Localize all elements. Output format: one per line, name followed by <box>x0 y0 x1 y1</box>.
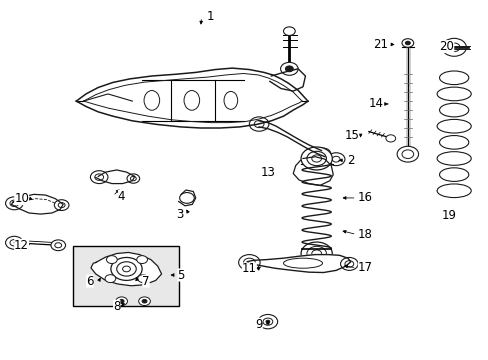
Circle shape <box>55 243 61 248</box>
Text: 6: 6 <box>86 275 94 288</box>
Circle shape <box>441 39 466 56</box>
Circle shape <box>119 300 124 303</box>
Text: 12: 12 <box>14 239 29 252</box>
Circle shape <box>142 300 147 303</box>
Circle shape <box>10 200 19 207</box>
Circle shape <box>401 150 413 158</box>
Circle shape <box>139 297 150 306</box>
Circle shape <box>54 200 69 211</box>
Circle shape <box>138 275 148 283</box>
Ellipse shape <box>224 91 237 109</box>
Ellipse shape <box>183 90 199 110</box>
Text: 21: 21 <box>373 38 388 51</box>
Ellipse shape <box>436 152 470 165</box>
Circle shape <box>405 41 409 45</box>
Ellipse shape <box>439 103 468 117</box>
Text: 14: 14 <box>368 98 383 111</box>
Circle shape <box>340 257 357 270</box>
Circle shape <box>243 258 255 267</box>
Circle shape <box>315 148 330 159</box>
Circle shape <box>105 275 116 283</box>
FancyBboxPatch shape <box>73 246 179 306</box>
Circle shape <box>319 151 326 156</box>
Circle shape <box>111 257 142 280</box>
Ellipse shape <box>283 258 322 268</box>
Text: 11: 11 <box>242 262 256 275</box>
Circle shape <box>122 266 130 272</box>
Circle shape <box>447 43 459 51</box>
Polygon shape <box>11 194 63 214</box>
Circle shape <box>283 27 295 36</box>
Circle shape <box>285 66 293 72</box>
Text: 13: 13 <box>260 166 275 179</box>
Circle shape <box>10 239 19 246</box>
Text: 2: 2 <box>346 154 354 167</box>
Text: 10: 10 <box>14 192 29 205</box>
Ellipse shape <box>436 87 470 101</box>
Text: 9: 9 <box>255 318 263 331</box>
Circle shape <box>58 203 65 208</box>
Text: 15: 15 <box>344 129 359 142</box>
Circle shape <box>5 197 23 210</box>
Ellipse shape <box>439 71 468 85</box>
Text: 5: 5 <box>177 269 184 282</box>
Circle shape <box>331 156 339 162</box>
Circle shape <box>401 39 413 47</box>
Circle shape <box>301 242 331 265</box>
Text: 7: 7 <box>142 275 149 288</box>
Circle shape <box>116 297 127 306</box>
Circle shape <box>127 174 140 183</box>
Text: 1: 1 <box>206 10 214 23</box>
Circle shape <box>385 135 395 142</box>
Text: 20: 20 <box>439 40 453 53</box>
Text: 4: 4 <box>118 190 125 203</box>
Polygon shape <box>246 255 350 273</box>
Text: 3: 3 <box>176 208 183 221</box>
Ellipse shape <box>439 135 468 149</box>
Circle shape <box>258 315 277 329</box>
Circle shape <box>179 193 194 203</box>
Circle shape <box>301 147 331 170</box>
Circle shape <box>306 246 326 261</box>
Circle shape <box>249 117 268 131</box>
Text: 16: 16 <box>357 192 372 204</box>
Circle shape <box>51 240 65 251</box>
Text: 19: 19 <box>441 210 456 222</box>
Ellipse shape <box>436 184 470 198</box>
Circle shape <box>5 236 23 249</box>
Text: 17: 17 <box>357 261 372 274</box>
Circle shape <box>238 255 260 270</box>
Circle shape <box>130 176 136 181</box>
Circle shape <box>396 146 418 162</box>
Polygon shape <box>91 252 161 286</box>
Circle shape <box>344 261 353 267</box>
Circle shape <box>311 155 321 162</box>
Circle shape <box>95 174 103 180</box>
Ellipse shape <box>144 90 159 110</box>
Circle shape <box>311 250 321 257</box>
Circle shape <box>90 171 108 184</box>
Text: 8: 8 <box>113 300 120 313</box>
Circle shape <box>265 320 269 323</box>
Circle shape <box>263 318 272 325</box>
Circle shape <box>306 151 326 166</box>
Ellipse shape <box>436 120 470 133</box>
Circle shape <box>327 153 344 166</box>
Circle shape <box>117 262 136 276</box>
Circle shape <box>254 121 264 128</box>
Circle shape <box>106 256 117 264</box>
Circle shape <box>280 62 298 75</box>
Ellipse shape <box>439 168 468 181</box>
Circle shape <box>137 256 147 264</box>
Text: 18: 18 <box>357 228 372 241</box>
